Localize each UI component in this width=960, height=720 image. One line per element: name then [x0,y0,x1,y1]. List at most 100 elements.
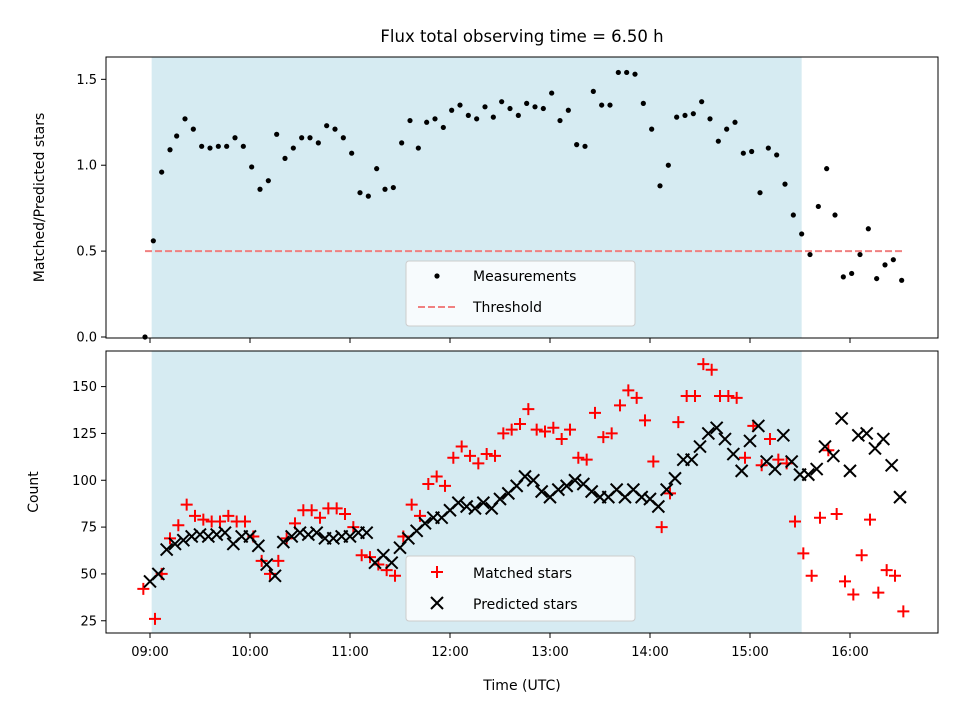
y-tick-label: 0.5 [76,245,97,260]
matched-star-point [405,498,418,511]
measurement-point [282,155,288,161]
y-tick-label: 50 [80,567,97,582]
matched-star-point [572,451,585,464]
predicted-star-point [451,496,466,510]
predicted-star-point [418,516,432,531]
matched-star-point [864,513,876,526]
measurement-point [432,116,438,122]
measurement-point [740,150,746,156]
measurement-point [150,238,156,244]
legend-predicted-marker [430,596,444,610]
matched-star-point [172,519,185,532]
predicted-star-point [776,428,791,443]
matched-star-point [672,416,685,429]
predicted-star-point [893,490,907,504]
measurement-point [682,112,688,119]
measurement-point [190,126,196,132]
y-tick-label: 100 [72,474,97,489]
top-y-ticks: 0.0 0.5 1.0 1.5 [76,73,106,346]
measurement-point [665,162,671,168]
predicted-star-point [826,449,841,463]
predicted-star-point [743,434,757,448]
matched-star-point [505,423,518,436]
matched-star-point [764,433,776,446]
matched-star-point [797,547,810,560]
predicted-star-point [768,462,782,476]
bottom-axes-frame [105,350,939,634]
measurement-point [707,116,713,122]
measurement-point [449,107,455,113]
measurement-point [349,150,355,156]
measurement-point [167,147,173,153]
y-tick-label: 125 [72,427,97,442]
matched-star-point [239,515,251,528]
matched-star-point [839,575,851,588]
measurement-point [215,143,221,149]
x-tick-label: 11:00 [331,645,368,660]
legend-measurements-marker [434,273,440,279]
matched-star-point [180,498,193,511]
predicted-star-point [801,467,816,482]
matched-star-point [814,511,826,524]
predicted-star-point [726,447,741,461]
predicted-star-point [701,426,716,441]
measurement-point [640,100,646,106]
matched-star-point [580,453,593,466]
measurement-point [674,114,680,120]
measurement-point [649,126,655,132]
predicted-star-point [493,492,507,506]
predicted-star-point [468,501,482,516]
matched-star-point [472,457,485,470]
measurement-point [390,184,396,191]
matched-star-point [889,569,901,582]
measurement-point [257,186,263,192]
bottom-y-axis-label: Count [26,471,42,513]
measurement-point [274,131,280,137]
matched-star-point [539,425,551,438]
measurement-point [857,251,863,258]
measurement-point [782,181,788,187]
measurement-point [507,105,513,112]
x-tick-label: 14:00 [631,645,668,660]
predicted-star-point [151,567,166,581]
measurement-point [324,123,330,129]
measurement-point [832,212,838,218]
top-legend-box [405,260,636,327]
bottom-legend: Matched stars Predicted stars [405,555,636,622]
matched-star-point [597,431,610,444]
matched-star-point [555,433,568,446]
predicted-star-point [476,496,491,510]
predicted-star-point [384,555,399,570]
predicted-star-point [193,527,207,542]
predicted-star-point [809,462,824,476]
measurement-point [440,124,446,131]
measurement-point [815,203,821,210]
matched-star-point [422,478,435,491]
measurement-point [582,143,588,149]
measurement-point [365,193,371,199]
predicted-star-point [309,526,324,540]
predicted-star-point [843,464,857,478]
predicted-star-point [751,419,766,433]
measurement-point [199,143,205,149]
predicted-star-point [709,421,724,435]
measurement-point [415,145,421,151]
matched-star-point [789,515,801,528]
x-tick-label: 12:00 [431,645,468,660]
predicted-star-point [209,527,224,542]
matched-star-point [355,549,368,562]
predicted-star-point [884,458,899,472]
measurement-point [249,164,255,170]
matched-star-point [197,513,210,526]
predicted-star-point [326,531,341,546]
matched-star-point [547,421,560,434]
matched-star-point [772,453,785,466]
y-tick-label: 1.0 [76,159,97,174]
measurement-point [182,116,188,122]
predicted-star-point [459,499,474,514]
predicted-star-point [343,529,357,544]
measurement-point [824,166,830,172]
predicted-star-point [159,542,174,557]
predicted-star-point [526,473,541,487]
